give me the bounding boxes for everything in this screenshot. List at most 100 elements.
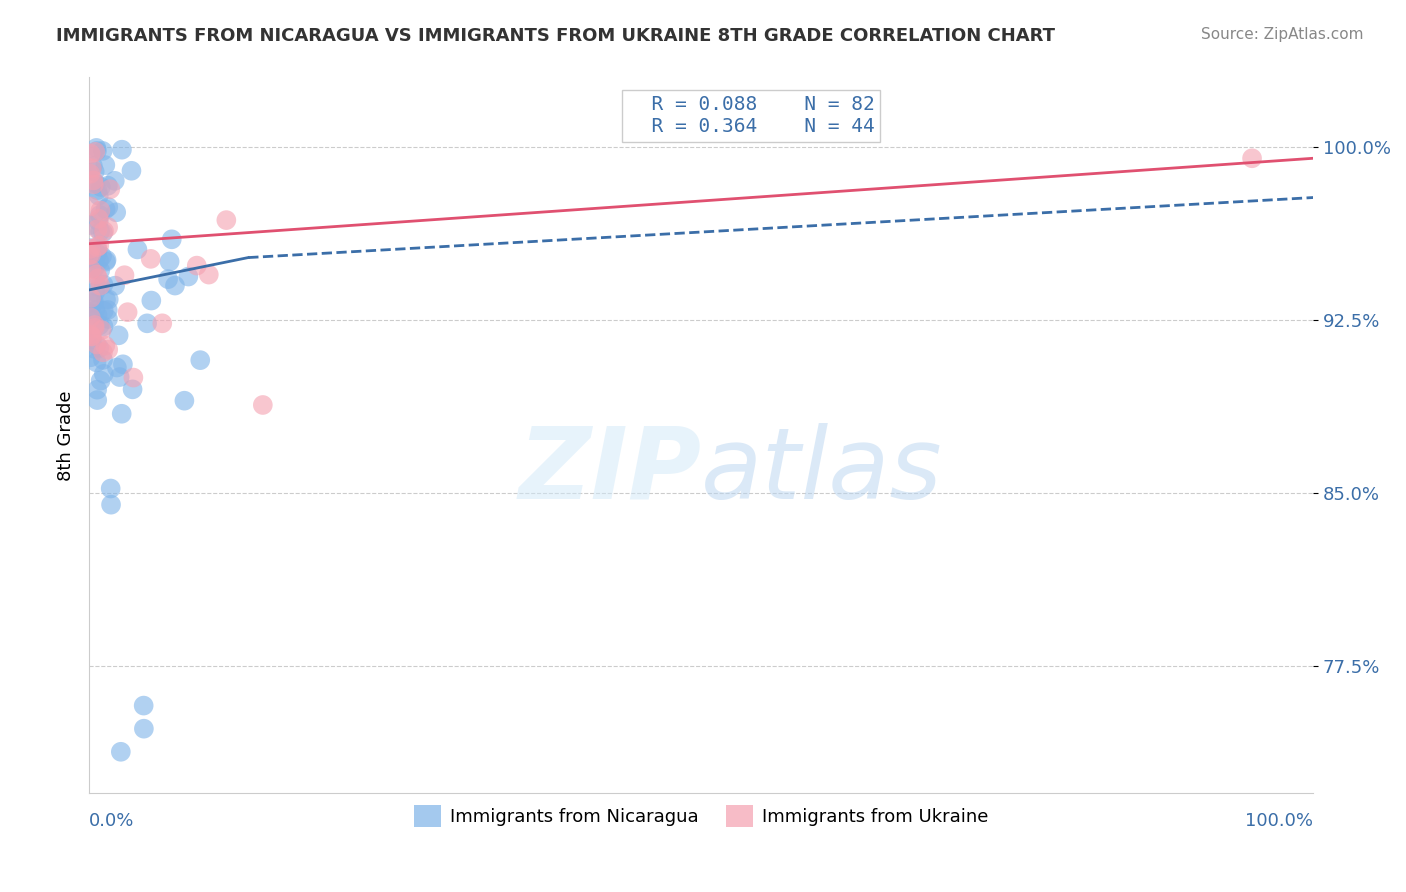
Point	[86, 337, 108, 351]
Point	[80, 306, 103, 320]
Point	[93, 277, 115, 292]
Point	[91, 249, 114, 263]
Point	[93, 303, 115, 318]
Point	[163, 278, 186, 293]
Point	[215, 213, 238, 227]
Point	[90, 180, 112, 194]
Point	[104, 174, 127, 188]
Point	[82, 159, 104, 173]
Point	[97, 343, 120, 357]
Point	[79, 199, 101, 213]
Point	[89, 224, 111, 238]
Point	[105, 205, 128, 219]
Text: IMMIGRANTS FROM NICARAGUA VS IMMIGRANTS FROM UKRAINE 8TH GRADE CORRELATION CHART: IMMIGRANTS FROM NICARAGUA VS IMMIGRANTS …	[56, 27, 1056, 45]
Point	[160, 232, 183, 246]
Point	[108, 370, 131, 384]
Point	[80, 241, 103, 255]
Point	[157, 272, 180, 286]
Point	[100, 482, 122, 496]
Point	[117, 305, 139, 319]
Point	[82, 251, 104, 265]
Point	[111, 143, 134, 157]
Point	[86, 308, 108, 322]
Point	[91, 226, 114, 240]
Point	[80, 291, 103, 305]
Point	[89, 278, 111, 293]
Y-axis label: 8th Grade: 8th Grade	[58, 390, 75, 481]
Text: Source: ZipAtlas.com: Source: ZipAtlas.com	[1201, 27, 1364, 42]
Point	[82, 173, 104, 187]
Point	[188, 353, 211, 368]
Point	[97, 178, 120, 193]
Point	[94, 293, 117, 307]
Point	[86, 247, 108, 261]
Point	[83, 178, 105, 192]
Point	[159, 254, 181, 268]
Point	[97, 293, 120, 307]
Point	[83, 295, 105, 310]
Point	[93, 224, 115, 238]
Point	[83, 253, 105, 268]
Point	[150, 316, 173, 330]
Point	[100, 498, 122, 512]
Point	[86, 243, 108, 257]
Point	[86, 240, 108, 254]
Point	[87, 188, 110, 202]
Point	[86, 183, 108, 197]
Point	[83, 342, 105, 356]
Text: R = 0.088    N = 82
  R = 0.364    N = 44: R = 0.088 N = 82 R = 0.364 N = 44	[627, 95, 875, 136]
Point	[132, 698, 155, 713]
Point	[105, 360, 128, 375]
Point	[90, 374, 112, 388]
Point	[90, 323, 112, 337]
Point	[132, 722, 155, 736]
Point	[79, 167, 101, 181]
Point	[198, 268, 221, 282]
Point	[86, 144, 108, 158]
Point	[86, 222, 108, 236]
Point	[94, 254, 117, 268]
Point	[93, 319, 115, 334]
Point	[87, 215, 110, 229]
Point	[87, 211, 110, 226]
Text: ZIP: ZIP	[519, 423, 702, 520]
Text: atlas: atlas	[702, 423, 943, 520]
Point	[127, 243, 149, 257]
Point	[89, 263, 111, 277]
Point	[86, 383, 108, 397]
Point	[79, 146, 101, 161]
Point	[89, 238, 111, 252]
Point	[97, 312, 120, 326]
Point	[84, 285, 107, 299]
Point	[111, 407, 134, 421]
Point	[139, 252, 162, 266]
Point	[79, 242, 101, 256]
Point	[87, 271, 110, 285]
Point	[114, 268, 136, 283]
Point	[80, 262, 103, 277]
Point	[186, 259, 208, 273]
Point	[83, 313, 105, 327]
Point	[111, 357, 134, 371]
Point	[77, 248, 100, 262]
Point	[97, 220, 120, 235]
Point	[89, 318, 111, 333]
Text: 0.0%: 0.0%	[89, 812, 135, 830]
Point	[80, 261, 103, 276]
Point	[94, 158, 117, 172]
Point	[79, 351, 101, 365]
Point	[83, 164, 105, 178]
Point	[122, 370, 145, 384]
Point	[83, 261, 105, 276]
Point	[83, 318, 105, 332]
Point	[121, 383, 143, 397]
Point	[91, 144, 114, 158]
Point	[84, 303, 107, 318]
Point	[98, 182, 121, 196]
Point	[97, 200, 120, 214]
Point	[252, 398, 274, 412]
Point	[79, 218, 101, 232]
Point	[86, 141, 108, 155]
Point	[1241, 151, 1264, 165]
Point	[82, 296, 104, 310]
